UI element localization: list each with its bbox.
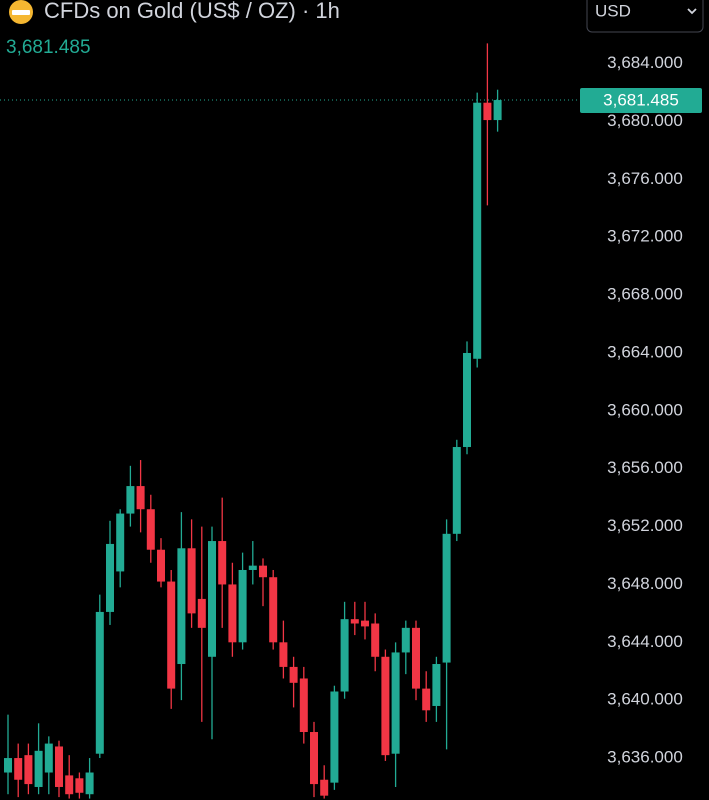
y-tick-label: 3,676.000 bbox=[607, 169, 683, 188]
candle-body bbox=[75, 778, 84, 793]
candle-body bbox=[95, 611, 104, 754]
y-tick-label: 3,648.000 bbox=[607, 574, 683, 593]
candle-body bbox=[289, 666, 298, 683]
candle-body bbox=[177, 548, 186, 665]
candle-body bbox=[432, 664, 441, 706]
candle-body bbox=[350, 619, 359, 624]
candle-body bbox=[34, 750, 43, 787]
gold-icon-bar bbox=[12, 10, 30, 15]
candle-body bbox=[4, 758, 12, 773]
candle-body bbox=[422, 688, 431, 711]
currency-select-box[interactable] bbox=[586, 0, 704, 33]
y-tick-label: 3,664.000 bbox=[607, 342, 683, 361]
y-tick-label: 3,640.000 bbox=[607, 690, 683, 709]
candle-body bbox=[24, 755, 33, 785]
candle-body bbox=[463, 352, 471, 448]
plot-area: 3,684.000 3,680.000 3,676.000 3,672.000 3,66… bbox=[0, 43, 702, 799]
y-tick-label: 3,644.000 bbox=[607, 632, 683, 651]
y-tick-label: 3,636.000 bbox=[607, 748, 683, 767]
candle-body bbox=[167, 581, 176, 689]
currency-select[interactable]: USD bbox=[586, 0, 704, 33]
y-tick-label: 3,672.000 bbox=[607, 227, 683, 246]
candle-body bbox=[208, 541, 216, 657]
candle-body bbox=[442, 533, 451, 663]
candle-body bbox=[371, 623, 380, 657]
candle-body bbox=[279, 642, 288, 667]
candle-body bbox=[391, 652, 400, 754]
candle-body bbox=[401, 627, 410, 653]
candle-body bbox=[197, 598, 206, 628]
candle-body bbox=[310, 732, 318, 785]
candle-body bbox=[259, 565, 267, 578]
candle-body bbox=[106, 543, 114, 612]
candle-body bbox=[116, 513, 125, 572]
candle-body bbox=[85, 772, 94, 795]
y-tick-label: 3,652.000 bbox=[607, 516, 683, 535]
candle-body bbox=[14, 758, 23, 780]
candle-body bbox=[228, 584, 237, 643]
candle-body bbox=[330, 691, 339, 783]
candle-body bbox=[473, 102, 482, 359]
y-tick-label: 3,656.000 bbox=[607, 458, 683, 477]
candle-body bbox=[412, 627, 420, 689]
candle-body bbox=[238, 569, 247, 643]
candle-body bbox=[157, 549, 165, 582]
candle-body bbox=[146, 509, 155, 550]
last-price-tag bbox=[580, 88, 702, 114]
candle-body bbox=[126, 486, 135, 514]
y-tick-label: 3,680.000 bbox=[607, 111, 683, 130]
candle-body bbox=[361, 620, 369, 627]
candle-body bbox=[248, 565, 257, 570]
candle-body bbox=[340, 619, 349, 692]
y-tick-label: 3,660.000 bbox=[607, 400, 683, 419]
candle-body bbox=[65, 775, 74, 795]
candle-body bbox=[136, 486, 145, 510]
candle-body bbox=[269, 577, 278, 643]
y-tick-label: 3,684.000 bbox=[607, 53, 683, 72]
chart-title: CFDs on Gold (US$ / OZ) · 1h bbox=[44, 0, 340, 23]
candle-body bbox=[381, 656, 390, 756]
candle-body bbox=[44, 743, 53, 773]
candle-body bbox=[299, 678, 308, 733]
candle-body bbox=[55, 746, 63, 787]
last-price-label: 3,681.485 bbox=[603, 91, 679, 110]
candle-body bbox=[320, 779, 329, 796]
dropdown-arrow[interactable] bbox=[687, 8, 697, 15]
candle-body bbox=[483, 102, 492, 121]
header-price: 3,681.485 bbox=[6, 37, 91, 58]
y-tick-label: 3,668.000 bbox=[607, 285, 683, 304]
candle-body bbox=[187, 548, 196, 614]
candle-body bbox=[493, 100, 502, 121]
currency-label[interactable]: USD bbox=[595, 1, 631, 20]
candle-body bbox=[218, 541, 227, 585]
candle-body bbox=[452, 447, 461, 534]
